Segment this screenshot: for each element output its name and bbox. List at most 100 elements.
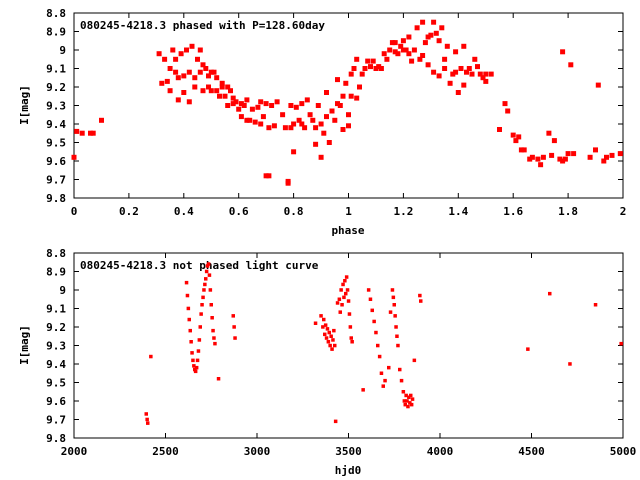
data-point xyxy=(347,312,352,316)
data-point xyxy=(217,93,222,99)
data-point xyxy=(365,58,371,64)
data-point xyxy=(219,80,225,86)
data-point xyxy=(195,358,200,363)
data-point xyxy=(323,332,327,337)
data-point xyxy=(587,154,593,160)
data-point xyxy=(170,47,176,53)
data-point xyxy=(190,351,194,355)
data-point xyxy=(420,53,426,58)
data-point xyxy=(192,84,198,90)
y-tick-label: 9.1 xyxy=(46,303,66,316)
data-point xyxy=(396,343,400,348)
data-point xyxy=(557,156,563,162)
data-point xyxy=(216,377,221,381)
data-point xyxy=(601,158,607,164)
data-point xyxy=(79,130,85,136)
data-point xyxy=(200,88,206,94)
data-point xyxy=(513,138,519,144)
data-point xyxy=(526,347,530,351)
data-point xyxy=(187,317,191,322)
data-point xyxy=(373,66,379,71)
chart-title: 080245-4218.3 not phased light curve xyxy=(80,259,319,272)
data-point xyxy=(464,69,469,75)
data-point xyxy=(280,112,286,118)
data-point xyxy=(381,384,385,388)
data-point xyxy=(203,66,209,71)
data-point xyxy=(548,291,552,296)
x-tick-label: 0.2 xyxy=(119,205,139,218)
data-point xyxy=(225,103,231,108)
data-point xyxy=(324,336,329,340)
data-point xyxy=(407,395,411,399)
data-point xyxy=(477,71,483,77)
data-point xyxy=(447,80,453,86)
x-tick-label: 3000 xyxy=(244,445,271,458)
data-point xyxy=(433,30,439,36)
data-point xyxy=(206,84,211,90)
data-point xyxy=(442,66,448,71)
data-point xyxy=(348,71,354,77)
y-tick-label: 9.6 xyxy=(46,155,66,168)
data-point xyxy=(173,69,179,75)
x-tick-label: 4500 xyxy=(518,445,545,458)
data-point xyxy=(288,103,294,108)
y-tick-label: 9.1 xyxy=(46,63,66,76)
data-point xyxy=(502,101,508,107)
data-point xyxy=(202,288,206,292)
data-point xyxy=(405,399,409,403)
data-point xyxy=(282,125,288,131)
x-ticks: 2000 2500 3000 3500 4000 4500 5000 xyxy=(61,253,636,458)
data-point xyxy=(230,101,236,107)
data-point xyxy=(458,66,464,71)
data-point xyxy=(366,288,371,292)
data-point xyxy=(198,325,202,329)
data-point xyxy=(374,330,378,335)
data-point xyxy=(302,125,308,131)
data-point xyxy=(391,295,396,300)
data-point xyxy=(595,82,601,88)
y-tick-label: 9.6 xyxy=(46,395,66,408)
data-point xyxy=(175,75,181,81)
data-point xyxy=(247,117,253,123)
data-point xyxy=(411,47,417,53)
data-point xyxy=(340,127,346,132)
data-point xyxy=(428,32,434,38)
data-point xyxy=(546,130,552,136)
y-tick-label: 9.3 xyxy=(46,340,66,353)
data-point xyxy=(381,51,387,57)
data-point xyxy=(197,69,203,75)
data-point xyxy=(335,301,340,305)
data-point xyxy=(529,154,535,160)
data-point xyxy=(345,288,350,292)
data-point xyxy=(164,78,170,84)
data-point xyxy=(568,62,574,68)
data-point xyxy=(414,25,420,31)
y-tick-label: 9.3 xyxy=(46,100,66,113)
data-point xyxy=(296,117,302,123)
data-point xyxy=(340,93,346,99)
data-point xyxy=(285,180,291,186)
data-point xyxy=(335,77,340,83)
data-point xyxy=(403,402,407,407)
data-point xyxy=(228,88,233,94)
data-point xyxy=(269,103,275,108)
y-tick-label: 9.8 xyxy=(46,432,66,445)
y-tick-label: 8.9 xyxy=(46,266,66,279)
data-point xyxy=(343,80,349,86)
data-point xyxy=(410,397,415,401)
data-point xyxy=(200,303,204,307)
data-point xyxy=(299,121,305,127)
data-point xyxy=(214,75,220,81)
data-point xyxy=(384,56,390,62)
data-point xyxy=(210,316,214,320)
data-point xyxy=(241,103,247,108)
data-point xyxy=(402,399,407,403)
data-point xyxy=(195,56,200,62)
data-point xyxy=(412,358,417,363)
data-point xyxy=(370,58,376,64)
data-point xyxy=(263,173,269,179)
data-point xyxy=(619,341,623,346)
data-point xyxy=(521,147,527,153)
x-tick-label: 0.4 xyxy=(174,205,194,218)
data-point xyxy=(475,64,480,70)
